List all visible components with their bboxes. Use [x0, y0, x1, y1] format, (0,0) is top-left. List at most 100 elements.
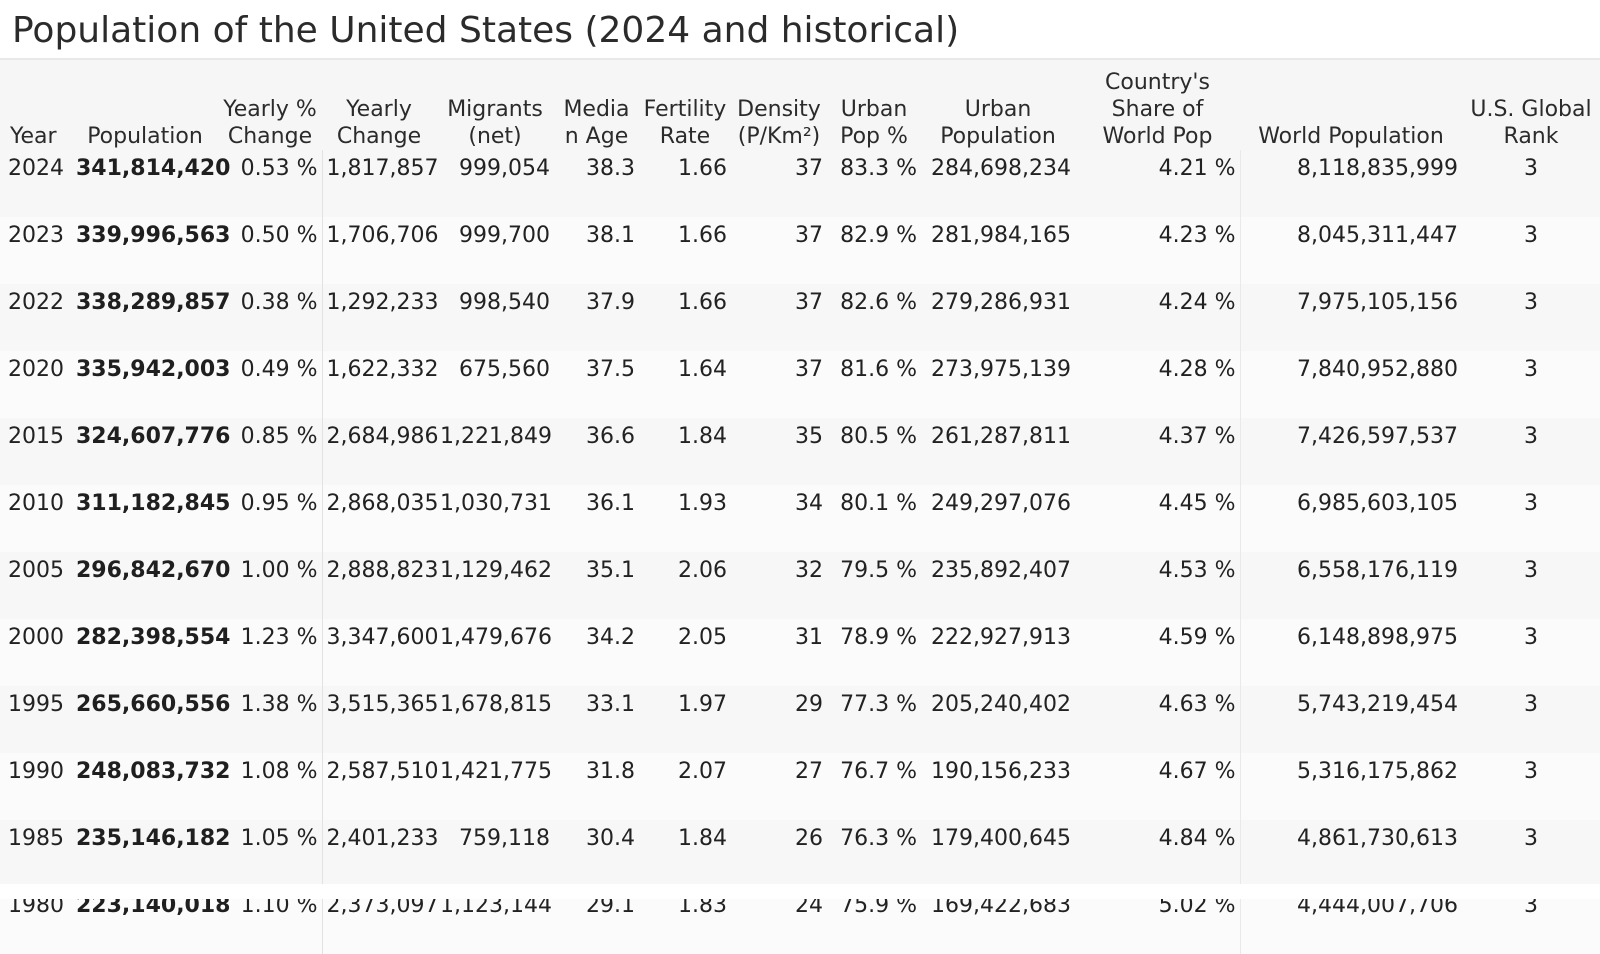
world-population-cell: 6,148,898,975 [1240, 619, 1462, 686]
year-cell: 2015 [0, 418, 72, 485]
median-age-cell: 30.4 [554, 820, 639, 887]
yearly-change-cell: 1,817,857 [322, 150, 438, 217]
column-header-global-rank[interactable]: U.S. Global Rank [1470, 97, 1592, 149]
year-cell: 1985 [0, 820, 72, 887]
median-age-cell: 36.1 [554, 485, 639, 552]
world-share-cell: 4.53 % [1075, 552, 1241, 619]
column-header-world-share[interactable]: Country's Share of World Pop [1102, 70, 1213, 149]
migrants-cell: 675,560 [436, 351, 554, 418]
median-age-cell: 35.1 [554, 552, 639, 619]
urban-pop-pct-cell: 77.3 % [827, 686, 921, 753]
population-cell: 296,842,670 [72, 552, 230, 619]
global-rank-cell: 3 [1462, 418, 1600, 485]
migrants-cell: 999,054 [436, 150, 554, 217]
urban-population-cell: 273,975,139 [921, 351, 1075, 418]
world-share-cell: 4.21 % [1075, 150, 1241, 217]
column-header-urban-pop-pct[interactable]: Urban Pop % [840, 97, 908, 149]
year-cell: 2020 [0, 351, 72, 418]
column-header-yearly-change[interactable]: Yearly Change [336, 97, 422, 149]
yearly-pct-change-cell: 0.49 % [218, 351, 323, 418]
world-share-cell: 4.67 % [1075, 753, 1241, 820]
yearly-change-cell: 2,587,510 [322, 753, 438, 820]
world-share-cell: 4.23 % [1075, 217, 1241, 284]
yearly-change-cell: 1,622,332 [322, 351, 438, 418]
global-rank-cell: 3 [1462, 686, 1600, 753]
table-header-row: Year Population Yearly % Change Yearly C… [0, 60, 1600, 150]
urban-pop-pct-cell: 82.9 % [827, 217, 921, 284]
median-age-cell: 38.3 [554, 150, 639, 217]
year-cell: 2022 [0, 284, 72, 351]
yearly-change-cell: 3,515,365 [322, 686, 438, 753]
population-table: Year Population Yearly % Change Yearly C… [0, 60, 1600, 954]
world-share-cell: 4.24 % [1075, 284, 1241, 351]
migrants-cell: 1,129,462 [436, 552, 554, 619]
median-age-cell: 36.6 [554, 418, 639, 485]
world-population-cell: 8,118,835,999 [1240, 150, 1462, 217]
urban-pop-pct-cell: 78.9 % [827, 619, 921, 686]
fertility-rate-cell: 1.84 [639, 820, 731, 887]
urban-population-cell: 249,297,076 [921, 485, 1075, 552]
global-rank-cell: 3 [1462, 351, 1600, 418]
median-age-cell: 31.8 [554, 753, 639, 820]
world-share-cell: 4.59 % [1075, 619, 1241, 686]
table-row: 1990 248,083,732 1.08 % 2,587,510 1,421,775 3… [0, 753, 1600, 820]
migrants-cell: 1,678,815 [436, 686, 554, 753]
median-age-cell: 37.9 [554, 284, 639, 351]
table-row: 1985 235,146,182 1.05 % 2,401,233 759,118 30.… [0, 820, 1600, 887]
migrants-cell: 998,540 [436, 284, 554, 351]
column-header-year[interactable]: Year [10, 124, 57, 149]
yearly-pct-change-cell: 0.50 % [218, 217, 323, 284]
column-header-population[interactable]: Population [87, 124, 203, 149]
column-header-migrants[interactable]: Migrants (net) [447, 97, 543, 149]
density-cell: 37 [731, 284, 827, 351]
world-share-cell: 4.37 % [1075, 418, 1241, 485]
fertility-rate-cell: 1.97 [639, 686, 731, 753]
fertility-rate-cell: 1.66 [639, 150, 731, 217]
population-cell: 265,660,556 [72, 686, 230, 753]
migrants-cell: 1,479,676 [436, 619, 554, 686]
yearly-change-cell: 2,401,233 [322, 820, 438, 887]
migrants-cell: 1,421,775 [436, 753, 554, 820]
population-cell: 248,083,732 [72, 753, 230, 820]
density-cell: 34 [731, 485, 827, 552]
population-cell: 341,814,420 [72, 150, 230, 217]
urban-population-cell: 279,286,931 [921, 284, 1075, 351]
fertility-rate-cell: 1.93 [639, 485, 731, 552]
column-header-yearly-pct-change[interactable]: Yearly % Change [223, 97, 317, 149]
fertility-rate-cell: 2.06 [639, 552, 731, 619]
yearly-change-cell: 3,347,600 [322, 619, 438, 686]
column-header-fertility-rate[interactable]: Fertility Rate [643, 97, 727, 149]
world-share-cell: 4.63 % [1075, 686, 1241, 753]
urban-population-cell: 284,698,234 [921, 150, 1075, 217]
urban-population-cell: 261,287,811 [921, 418, 1075, 485]
population-table-container[interactable]: Year Population Yearly % Change Yearly C… [0, 58, 1600, 954]
urban-population-cell: 190,156,233 [921, 753, 1075, 820]
table-row: 2020 335,942,003 0.49 % 1,622,332 675,560 37.… [0, 351, 1600, 418]
urban-pop-pct-cell: 83.3 % [827, 150, 921, 217]
global-rank-cell: 3 [1462, 150, 1600, 217]
world-share-cell: 4.45 % [1075, 485, 1241, 552]
column-header-median-age[interactable]: Media n Age [563, 97, 630, 149]
column-header-density[interactable]: Density (P/Km²) [737, 97, 821, 149]
table-body: 2024 341,814,420 0.53 % 1,817,857 999,054 38.… [0, 150, 1600, 954]
migrants-cell: 1,030,731 [436, 485, 554, 552]
table-row: 2010 311,182,845 0.95 % 2,868,035 1,030,731 3… [0, 485, 1600, 552]
migrants-cell: 759,118 [436, 820, 554, 887]
median-age-cell: 38.1 [554, 217, 639, 284]
urban-population-cell: 235,892,407 [921, 552, 1075, 619]
global-rank-cell: 3 [1462, 820, 1600, 887]
table-row: 1995 265,660,556 1.38 % 3,515,365 1,678,815 3… [0, 686, 1600, 753]
world-population-cell: 4,861,730,613 [1240, 820, 1462, 887]
yearly-pct-change-cell: 0.38 % [218, 284, 323, 351]
column-header-urban-population[interactable]: Urban Population [940, 97, 1056, 149]
yearly-pct-change-cell: 1.00 % [218, 552, 323, 619]
density-cell: 37 [731, 217, 827, 284]
global-rank-cell: 3 [1462, 619, 1600, 686]
world-population-cell: 5,743,219,454 [1240, 686, 1462, 753]
urban-population-cell: 281,984,165 [921, 217, 1075, 284]
urban-pop-pct-cell: 76.3 % [827, 820, 921, 887]
yearly-change-cell: 2,684,986 [322, 418, 438, 485]
column-header-world-population[interactable]: World Population [1258, 124, 1444, 149]
world-population-cell: 5,316,175,862 [1240, 753, 1462, 820]
global-rank-cell: 3 [1462, 552, 1600, 619]
